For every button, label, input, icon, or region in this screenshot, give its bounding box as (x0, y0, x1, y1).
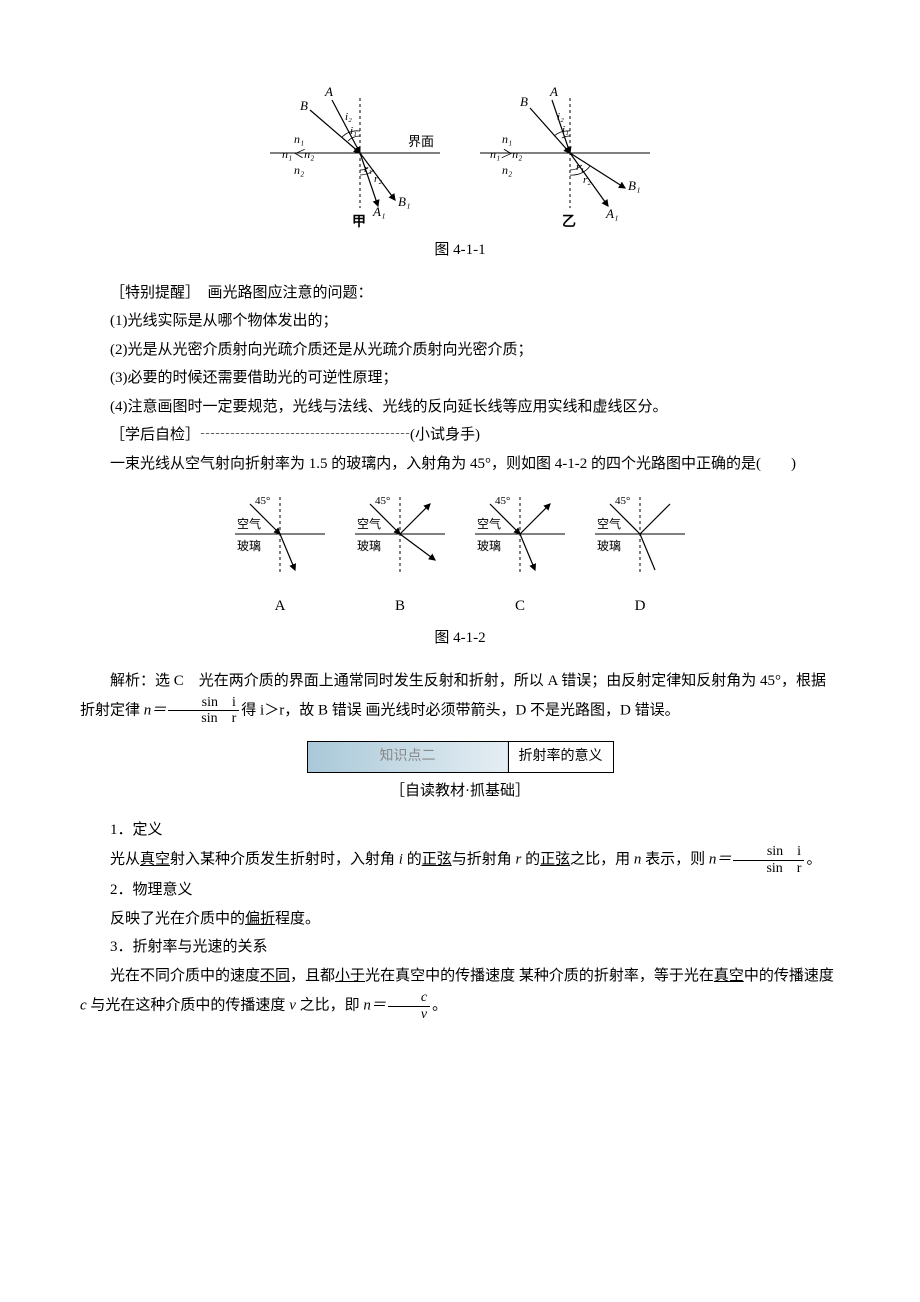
solution-fraction: sin isin r (168, 695, 239, 727)
svg-text:45°: 45° (255, 495, 270, 507)
svg-text:甲: 甲 (352, 214, 366, 228)
diagram-jia: A B i₂ i₁ r₁ r₂ B₁ A₁ n₁ n₁＜n₂ n₂ 界面 甲 (270, 78, 440, 228)
svg-text:i₂: i₂ (345, 111, 352, 123)
svg-text:A: A (549, 84, 558, 99)
svg-text:r₁: r₁ (576, 161, 584, 173)
selfcheck-label: ［学后自检］┄┄┄┄┄┄┄┄┄┄┄┄┄┄(小试身手) (80, 421, 840, 450)
svg-text:n₁＞n₂: n₁＞n₂ (490, 147, 522, 161)
svg-text:n₁＜n₂: n₁＜n₂ (282, 147, 314, 161)
def-fraction-1: sin isin r (733, 844, 804, 876)
reminder-item-1: (1)光线实际是从哪个物体发出的； (80, 307, 840, 336)
svg-text:乙: 乙 (562, 214, 576, 228)
solution-mid: 得 i＞r，故 B 错误 画光线时必须带箭头，D 不是光路图，D 错误。 (241, 702, 679, 718)
section-2-sub: ［自读教材·抓基础］ (80, 777, 840, 806)
figure-4-1-1: A B i₂ i₁ r₁ r₂ B₁ A₁ n₁ n₁＜n₂ n₂ 界面 甲 (80, 78, 840, 228)
reminder-item-3: (3)必要的时候还需要借助光的可逆性原理； (80, 364, 840, 393)
section-2-title: 折射率的意义 (508, 741, 613, 773)
svg-text:B: B (520, 94, 528, 109)
section-2-tag: 知识点二 (307, 741, 508, 773)
figure-4-1-1-caption: 图 4-1-1 (80, 236, 840, 265)
option-a-diagram: 45° 空气 玻璃 (235, 492, 325, 577)
svg-text:B₁: B₁ (628, 178, 640, 193)
svg-text:n₁: n₁ (502, 132, 512, 146)
def-text-3: 光在不同介质中的速度不同，且都小于光在真空中的传播速度 某种介质的折射率，等于光… (80, 962, 840, 1022)
svg-text:玻璃: 玻璃 (357, 539, 381, 553)
svg-text:B: B (300, 98, 308, 113)
def-text-2: 反映了光在介质中的偏折程度。 (80, 905, 840, 934)
option-c-label: C (475, 592, 565, 621)
solution-text: 解析：选 C 光在两介质的界面上通常同时发生反射和折射，所以 A 错误；由反射定… (80, 667, 840, 727)
def-heading-1: 1．定义 (80, 816, 840, 845)
svg-text:空气: 空气 (237, 516, 261, 531)
svg-text:空气: 空气 (597, 516, 621, 531)
svg-text:A₁: A₁ (372, 204, 385, 219)
option-b-label: B (355, 592, 445, 621)
svg-text:玻璃: 玻璃 (237, 539, 261, 553)
svg-text:45°: 45° (495, 495, 510, 507)
option-d-label: D (595, 592, 685, 621)
svg-text:B₁: B₁ (398, 194, 410, 209)
selfcheck-question: 一束光线从空气射向折射率为 1.5 的玻璃内，入射角为 45°，则如图 4-1-… (80, 450, 840, 479)
option-a-label: A (235, 592, 325, 621)
option-d-diagram: 45° 空气 玻璃 (595, 492, 685, 577)
figure-4-1-2: 45° 空气 玻璃 A 45° 空气 玻璃 B (80, 492, 840, 620)
figure-4-1-2-caption: 图 4-1-2 (80, 624, 840, 653)
def-heading-3: 3．折射率与光速的关系 (80, 933, 840, 962)
def-text-1: 光从真空射入某种介质发生折射时，入射角 i 的正弦与折射角 r 的正弦之比，用 … (80, 844, 840, 876)
reminder-item-4: (4)注意画图时一定要规范，光线与法线、光线的反向延长线等应用实线和虚线区分。 (80, 393, 840, 422)
option-b-diagram: 45° 空气 玻璃 (355, 492, 445, 577)
reminder-heading: ［特别提醒］ 画光路图应注意的问题： (80, 279, 840, 308)
def-heading-2: 2．物理意义 (80, 876, 840, 905)
svg-text:界面: 界面 (408, 134, 434, 149)
def-fraction-2: cv (388, 990, 430, 1022)
diagram-yi: A B i₂ i₁ r₁ r₂ B₁ A₁ n₁ n₁＞n₂ n₂ 乙 (480, 78, 650, 228)
svg-text:空气: 空气 (357, 516, 381, 531)
svg-text:n₂: n₂ (502, 163, 512, 177)
solution-n-eq: n＝ (144, 702, 167, 718)
svg-text:45°: 45° (375, 495, 390, 507)
svg-text:A: A (324, 84, 333, 99)
svg-text:r₂: r₂ (583, 174, 591, 186)
svg-text:45°: 45° (615, 495, 630, 507)
svg-text:空气: 空气 (477, 516, 501, 531)
svg-text:i₂: i₂ (557, 111, 564, 123)
option-c-diagram: 45° 空气 玻璃 (475, 492, 565, 577)
svg-text:n₁: n₁ (294, 132, 304, 146)
reminder-item-2: (2)光是从光密介质射向光疏介质还是从光疏介质射向光密介质； (80, 336, 840, 365)
svg-text:r₂: r₂ (374, 173, 382, 185)
svg-text:玻璃: 玻璃 (477, 539, 501, 553)
svg-text:r₁: r₁ (364, 163, 372, 175)
svg-text:n₂: n₂ (294, 163, 304, 177)
svg-text:玻璃: 玻璃 (597, 539, 621, 553)
section-2-header: 知识点二 折射率的意义 (307, 741, 614, 774)
svg-text:i₁: i₁ (562, 124, 569, 136)
svg-text:A₁: A₁ (605, 206, 618, 221)
svg-text:i₁: i₁ (350, 125, 357, 137)
